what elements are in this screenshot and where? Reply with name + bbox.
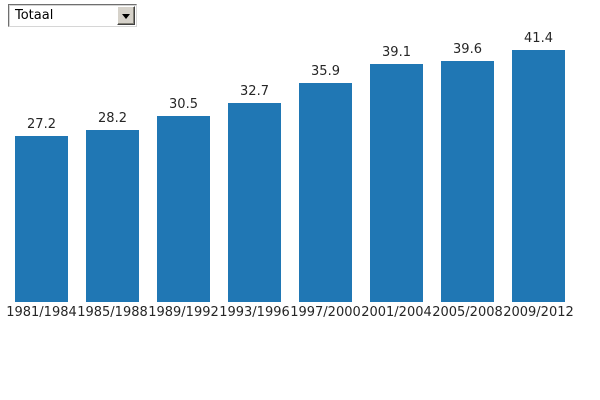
bar (370, 64, 423, 302)
bar (441, 61, 494, 302)
bar-column: 39.6 2005/2008 (432, 0, 503, 322)
bar-column: 27.2 1981/1984 (6, 0, 77, 322)
bar-value-label: 41.4 (524, 31, 553, 46)
bar (15, 136, 68, 302)
category-dropdown[interactable]: Totaal (8, 4, 137, 27)
x-axis-label: 2005/2008 (432, 305, 503, 320)
bar (299, 83, 352, 302)
bar (228, 103, 281, 302)
bar (512, 50, 565, 302)
dropdown-selected-value: Totaal (15, 8, 54, 23)
x-axis-label: 1981/1984 (6, 305, 77, 320)
x-axis-label: 1997/2000 (290, 305, 361, 320)
bar-column: 32.7 1993/1996 (219, 0, 290, 322)
bar-value-label: 39.1 (382, 45, 411, 60)
x-axis-label: 1993/1996 (219, 305, 290, 320)
dropdown-button[interactable] (117, 6, 135, 25)
x-axis-label: 2009/2012 (503, 305, 574, 320)
bar-value-label: 35.9 (311, 64, 340, 79)
bar (86, 130, 139, 302)
bar-value-label: 32.7 (240, 84, 269, 99)
bar-column: 30.5 1989/1992 (148, 0, 219, 322)
bar-column: 35.9 1997/2000 (290, 0, 361, 322)
x-axis-label: 2001/2004 (361, 305, 432, 320)
bar-column: 39.1 2001/2004 (361, 0, 432, 322)
bar-chart: 27.2 1981/1984 28.2 1985/1988 30.5 1989/1992 3… (6, 0, 574, 322)
x-axis-label: 1985/1988 (77, 305, 148, 320)
chevron-down-icon (122, 13, 130, 19)
bar-value-label: 27.2 (27, 117, 56, 132)
bar (157, 116, 210, 302)
x-axis-label: 1989/1992 (148, 305, 219, 320)
bar-value-label: 28.2 (98, 111, 127, 126)
bar-column: 41.4 2009/2012 (503, 0, 574, 322)
bar-column: 28.2 1985/1988 (77, 0, 148, 322)
bar-value-label: 30.5 (169, 97, 198, 112)
bar-value-label: 39.6 (453, 42, 482, 57)
